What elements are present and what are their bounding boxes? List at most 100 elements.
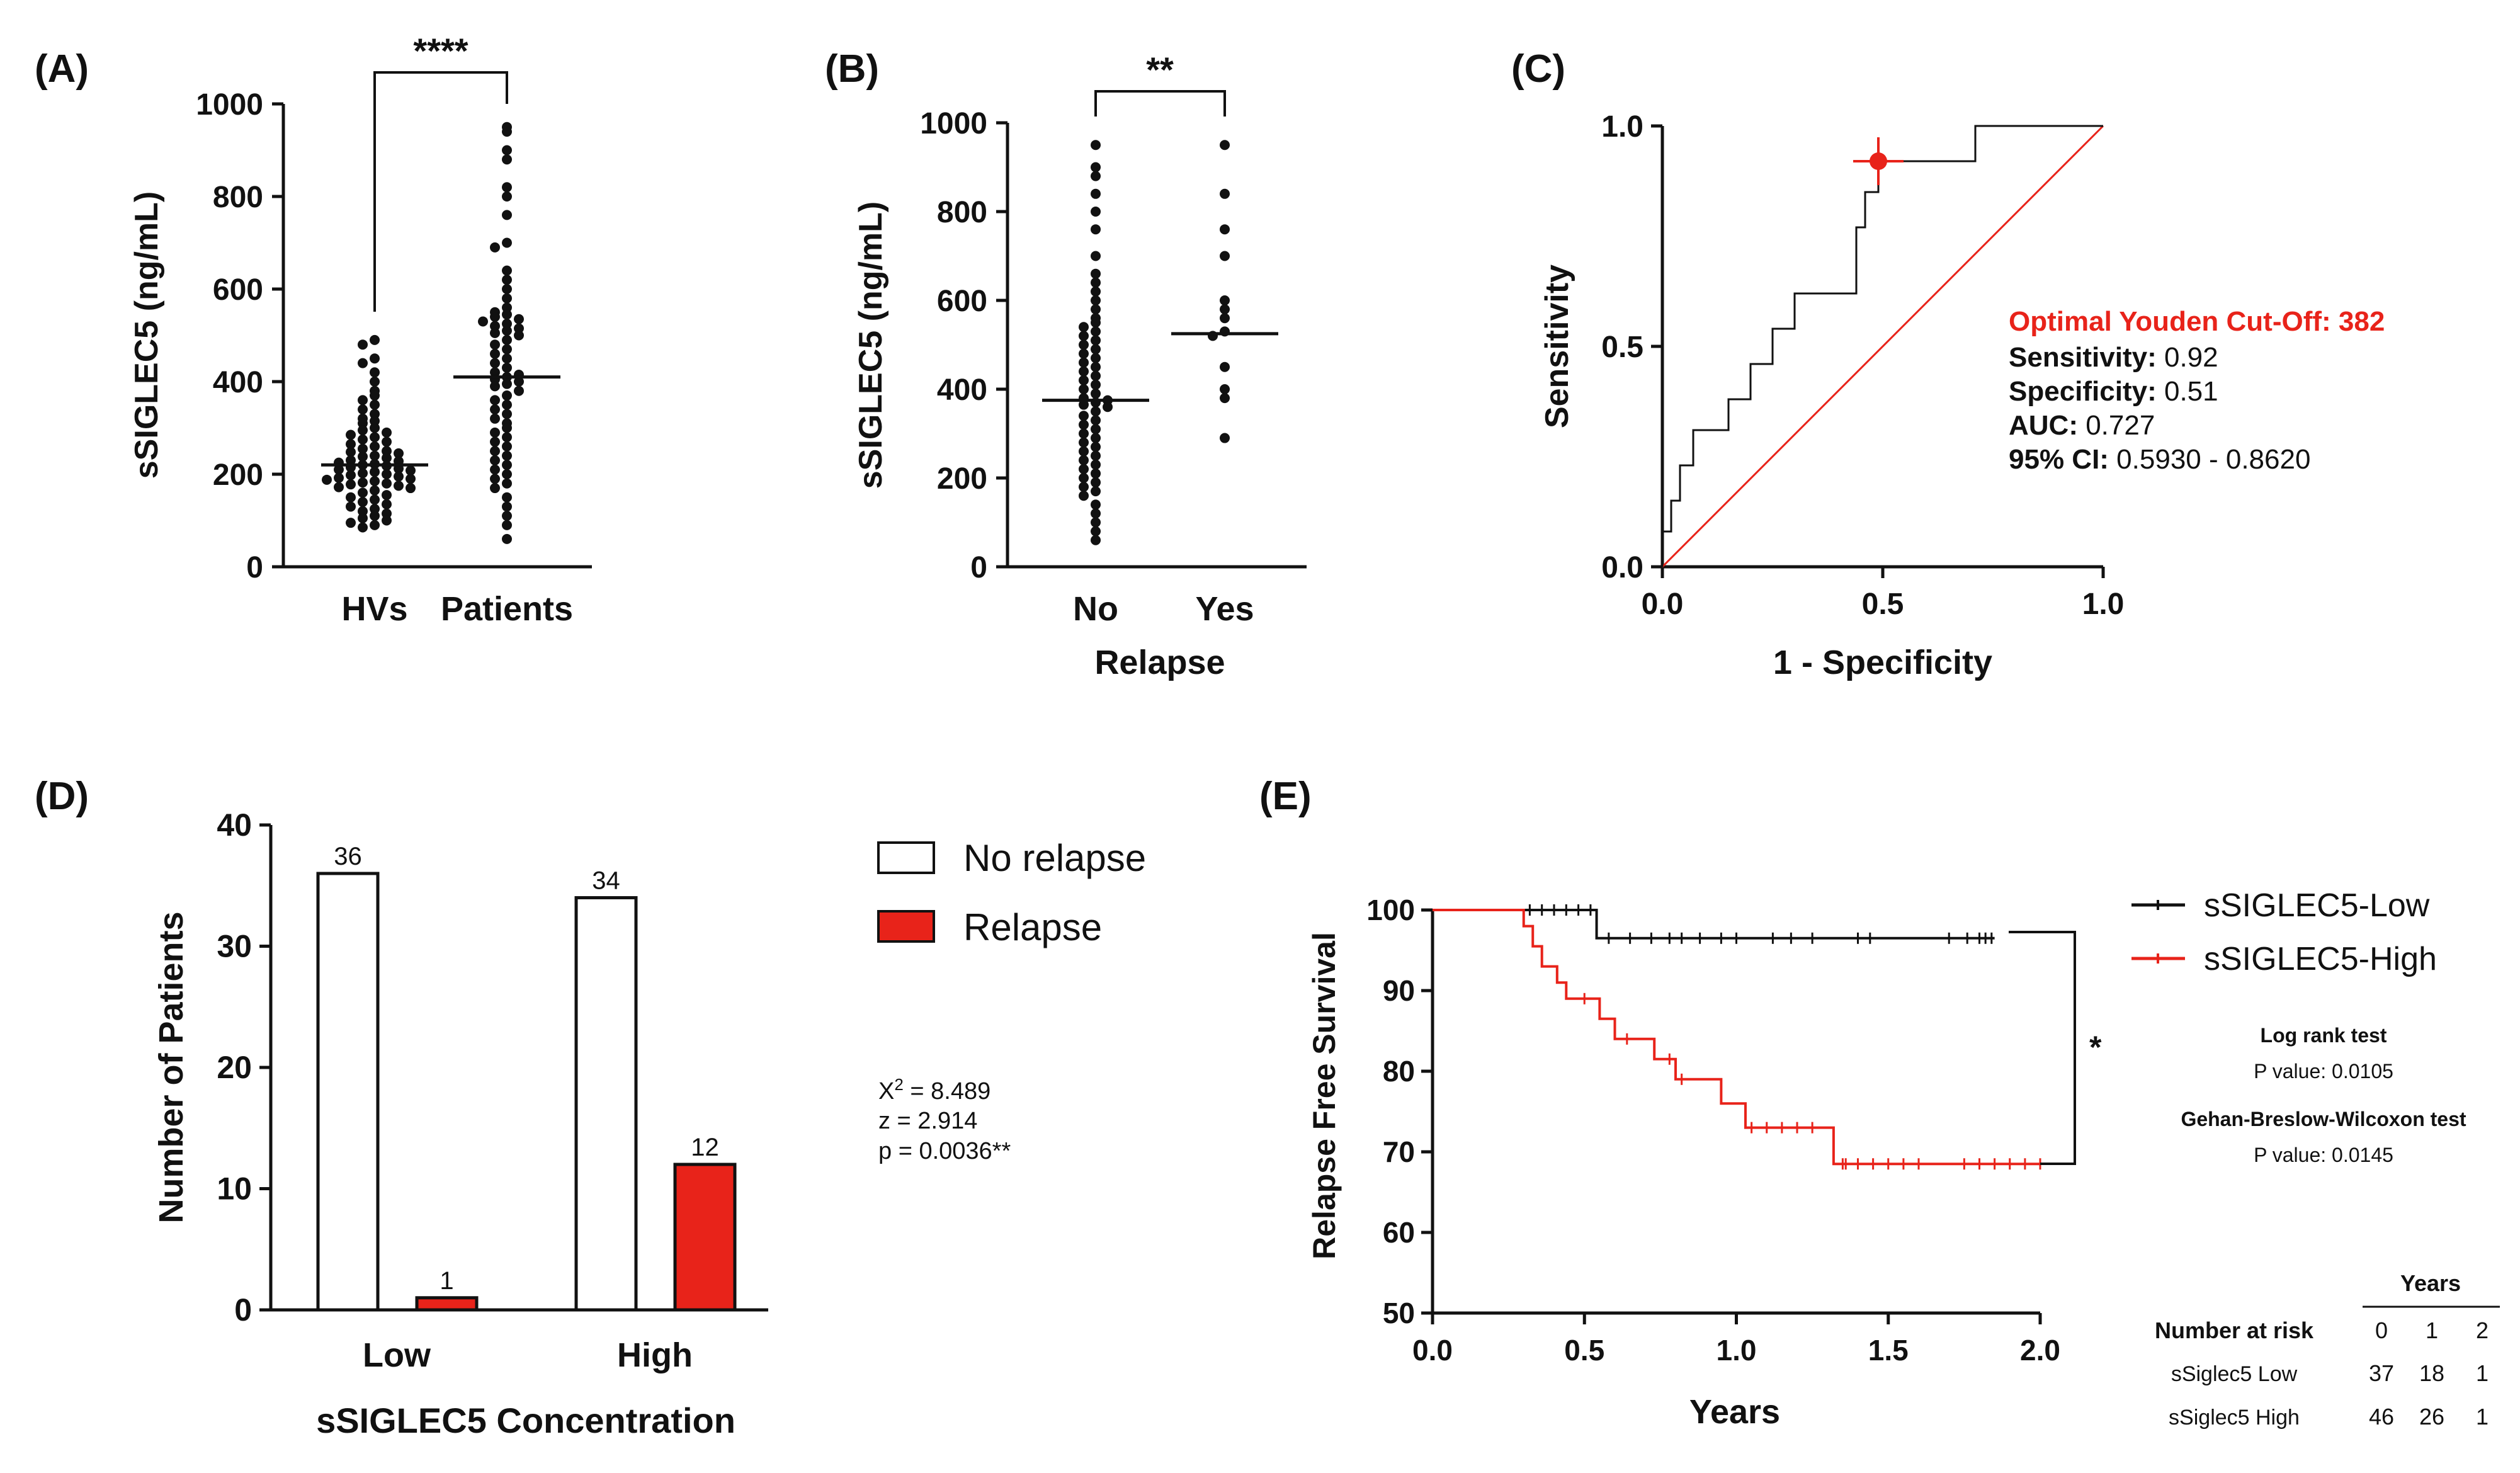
panel-b-point-no bbox=[1091, 499, 1101, 510]
risk-table-row-label: Number at risk bbox=[2155, 1317, 2314, 1343]
panel-a-point-patients bbox=[490, 446, 500, 457]
panel-d-xtick-low: Low bbox=[363, 1336, 431, 1374]
panel-a-ytick-label: 0 bbox=[246, 551, 263, 584]
panel-d-ytick-label: 30 bbox=[217, 929, 252, 964]
panel-e: 0.0 0.5 1.0 1.5 2.0 50 60 70 80 90 100 Relapse Fre… bbox=[1307, 887, 2500, 1431]
panel-c-ytick-label: 1.0 bbox=[1601, 110, 1643, 144]
panel-a-point-patients bbox=[514, 314, 524, 324]
risk-row-high-0: 46 bbox=[2369, 1404, 2394, 1430]
panel-b-ytick-label: 200 bbox=[937, 462, 987, 496]
panel-b-point-no bbox=[1079, 411, 1089, 421]
panel-b-point-no bbox=[1091, 517, 1101, 528]
panel-a-point-hvs bbox=[406, 465, 416, 476]
panel-d-bar-no-relapse-low bbox=[316, 872, 380, 1312]
panel-b-point-no bbox=[1091, 295, 1101, 305]
panel-c-optimal-point bbox=[1853, 137, 1904, 185]
panel-b-point-no bbox=[1091, 188, 1101, 199]
panel-a-point-hvs bbox=[382, 499, 392, 509]
panel-e-ytick-label: 100 bbox=[1366, 894, 1415, 926]
panel-a-point-patients bbox=[490, 321, 500, 331]
panel-a-point-hvs bbox=[382, 436, 392, 447]
panel-a-point-patients bbox=[502, 520, 512, 530]
panel-b-point-no bbox=[1091, 268, 1101, 279]
panel-d: 0 10 20 30 40 36 34 1 12 Number of Patients Low… bbox=[152, 807, 1146, 1440]
panel-a-point-hvs bbox=[346, 501, 356, 512]
panel-a-point-patients bbox=[502, 378, 512, 389]
panel-b-point-no bbox=[1091, 406, 1101, 417]
panel-d-bar-label: 12 bbox=[691, 1134, 719, 1161]
panel-c-annotation-ci: 95% CI: 0.5930 - 0.8620 bbox=[2009, 444, 2310, 475]
test-title-gehan: Gehan-Breslow-Wilcoxon test bbox=[2181, 1108, 2466, 1130]
panel-b-point-no bbox=[1091, 468, 1101, 479]
panel-label-d: (D) bbox=[35, 775, 89, 818]
panel-a-xtick-hvs: HVs bbox=[341, 590, 407, 628]
panel-a-point-patients bbox=[502, 390, 512, 401]
panel-d-bar-relapse-high bbox=[673, 1163, 737, 1312]
panel-a-point-patients bbox=[502, 265, 512, 276]
risk-row-low-1: 18 bbox=[2419, 1360, 2444, 1386]
panel-b-point-no bbox=[1079, 464, 1089, 474]
legend-label-low: sSIGLEC5-Low bbox=[2204, 887, 2430, 924]
panel-a-ytick-label: 200 bbox=[213, 458, 263, 492]
panel-b-point-no bbox=[1091, 450, 1101, 461]
panel-b-point-no bbox=[1091, 379, 1101, 390]
panel-c-xtick-label: 1.0 bbox=[2082, 588, 2125, 621]
panel-b-point-no bbox=[1091, 526, 1101, 537]
panel-a-point-patients bbox=[502, 441, 512, 452]
panel-e-ytick-label: 70 bbox=[1383, 1135, 1415, 1168]
panel-e-xtick-label: 2.0 bbox=[2020, 1334, 2060, 1367]
panel-a-point-patients bbox=[502, 127, 512, 137]
panel-a-point-patients bbox=[502, 511, 512, 521]
panel-a-point-hvs bbox=[370, 432, 380, 443]
panel-d-ytick-label: 40 bbox=[217, 807, 252, 843]
panel-b-point-no bbox=[1079, 384, 1089, 394]
panel-b-point-no bbox=[1079, 491, 1089, 501]
panel-b-point-no bbox=[1091, 389, 1101, 399]
panel-a-point-hvs bbox=[346, 439, 356, 450]
panel-e-ytick-label: 60 bbox=[1383, 1216, 1415, 1249]
panel-d-bar-relapse-low bbox=[415, 1296, 479, 1312]
panel-a-point-patients bbox=[502, 423, 512, 433]
panel-a-point-hvs bbox=[346, 492, 356, 503]
panel-b-significance: ** bbox=[1146, 50, 1174, 89]
panel-a-point-patients bbox=[490, 413, 500, 424]
panel-b-point-no bbox=[1091, 477, 1101, 488]
panel-b-point-no bbox=[1079, 331, 1089, 341]
panel-a-point-hvs bbox=[346, 429, 356, 440]
panel-b-point-yes bbox=[1220, 304, 1230, 315]
panel-b-point-no bbox=[1079, 419, 1089, 430]
panel-e-significance-bracket bbox=[2009, 931, 2076, 1165]
panel-a-ytick-label: 1000 bbox=[196, 88, 263, 122]
panel-a-point-patients bbox=[490, 242, 500, 253]
panel-e-ytick-label: 90 bbox=[1383, 974, 1415, 1007]
panel-b-point-no bbox=[1079, 348, 1089, 359]
panel-b-point-no bbox=[1091, 415, 1101, 426]
panel-a-point-patients bbox=[490, 312, 500, 322]
panel-b-point-no bbox=[1091, 433, 1101, 443]
panel-c-annotation-auc: AUC: 0.727 bbox=[2009, 410, 2155, 441]
panel-a-point-patients bbox=[502, 309, 512, 320]
legend-label-no-relapse: No relapse bbox=[963, 837, 1146, 879]
panel-a-point-patients bbox=[502, 478, 512, 489]
panel-a-point-hvs bbox=[382, 478, 392, 489]
panel-d-ylabel: Number of Patients bbox=[152, 911, 190, 1223]
panel-b-point-yes bbox=[1220, 140, 1230, 151]
panel-b-point-no bbox=[1091, 317, 1101, 328]
panel-a-point-hvs bbox=[358, 425, 368, 436]
panel-d-bar-label: 36 bbox=[334, 843, 362, 870]
panel-a-point-patients bbox=[514, 377, 524, 387]
panel-a-point-patients bbox=[490, 427, 500, 438]
panel-c-annotation-title: Optimal Youden Cut-Off: 382 bbox=[2009, 306, 2385, 337]
panel-b-point-no bbox=[1079, 357, 1089, 368]
panel-b-point-yes bbox=[1220, 251, 1230, 261]
panel-a-point-patients bbox=[502, 501, 512, 512]
panel-a-point-patients bbox=[478, 316, 488, 327]
legend-label-high: sSIGLEC5-High bbox=[2204, 941, 2437, 977]
panel-b-point-no bbox=[1079, 375, 1089, 385]
panel-d-stat-p: p = 0.0036** bbox=[878, 1138, 1011, 1164]
panel-a-point-hvs bbox=[358, 395, 368, 406]
panel-c-reference-line bbox=[1661, 125, 2104, 568]
panel-a-point-hvs bbox=[370, 367, 380, 378]
panel-a-ylabel: sSIGLEC5 (ng/mL) bbox=[128, 191, 165, 479]
test-title-logrank: Log rank test bbox=[2261, 1024, 2387, 1047]
